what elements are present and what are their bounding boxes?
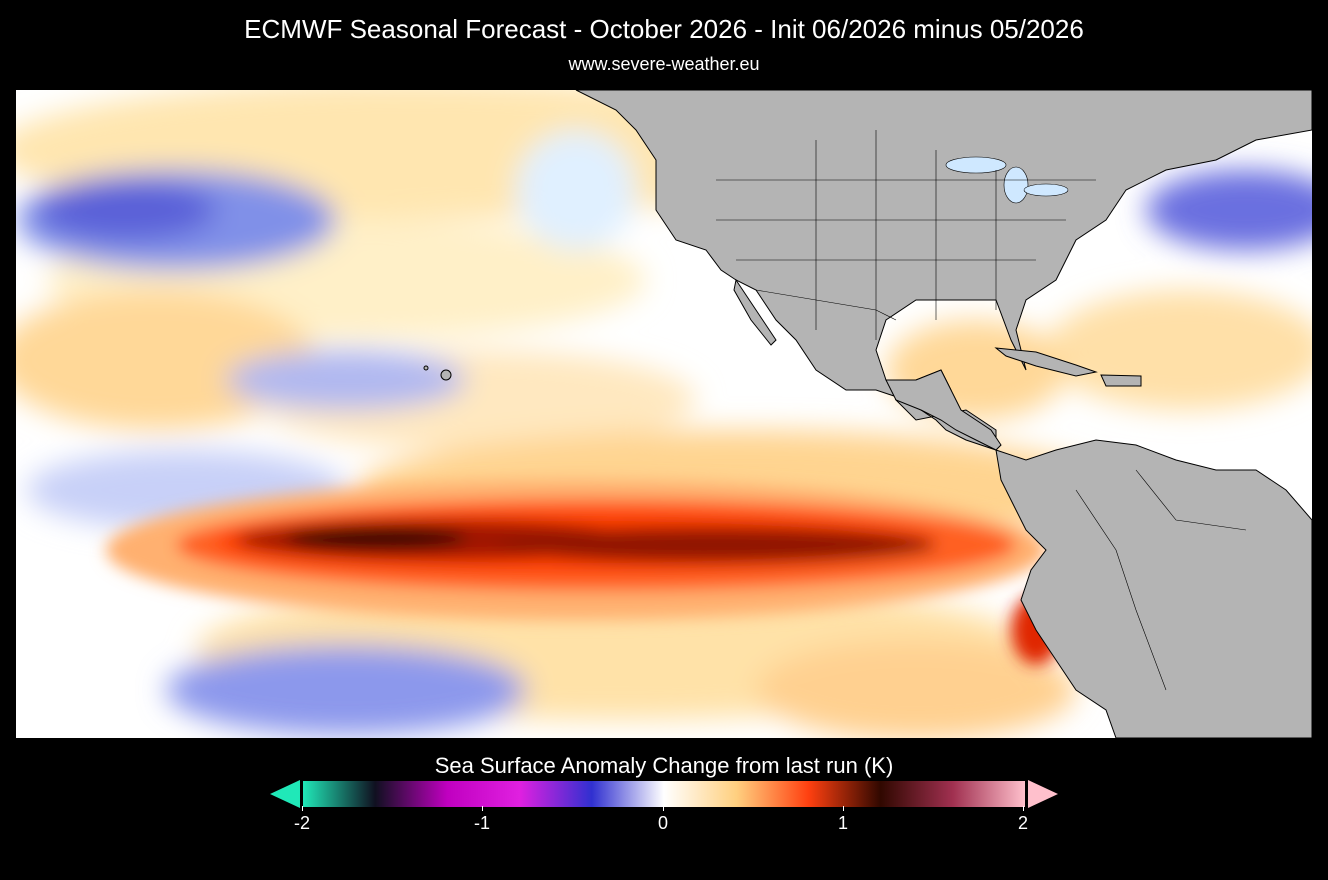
hawaii-island-2 xyxy=(423,365,429,371)
colorbar-label: 2 xyxy=(1017,813,1028,833)
equatorial-warm-tongue xyxy=(106,480,1061,665)
south-america xyxy=(995,439,1312,738)
colorbar xyxy=(302,780,1026,808)
colorbar-min-arrow xyxy=(270,780,300,808)
colorbar-max-arrow xyxy=(1028,780,1058,808)
map-title: ECMWF Seasonal Forecast - October 2026 -… xyxy=(244,14,1084,44)
political-borders xyxy=(716,130,1247,691)
colorbar-tick xyxy=(843,806,844,811)
sst-anomaly-map xyxy=(16,90,1312,738)
map-source: www.severe-weather.eu xyxy=(568,54,760,74)
colorbar-label: 1 xyxy=(837,813,848,833)
colorbar-tick xyxy=(302,806,303,811)
great-lakes xyxy=(945,156,1069,204)
colorbar-label: -1 xyxy=(473,813,490,833)
colorbar-label: -2 xyxy=(293,813,310,833)
cuba xyxy=(994,347,1098,377)
colorbar-tick xyxy=(663,806,664,811)
hispaniola xyxy=(1100,374,1142,387)
colorbar-tick xyxy=(482,806,483,811)
legend-title: Sea Surface Anomaly Change from last run… xyxy=(434,753,894,778)
colorbar-label: 0 xyxy=(657,813,668,833)
central-america xyxy=(885,369,1002,451)
hawaii-island xyxy=(440,369,452,381)
baja-california xyxy=(733,278,777,346)
colorbar-tick xyxy=(1023,806,1024,811)
